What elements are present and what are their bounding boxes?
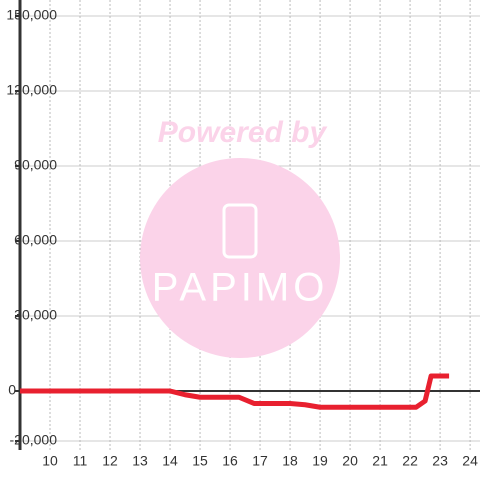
watermark-phone xyxy=(222,203,258,259)
x-tick-label: 18 xyxy=(282,453,298,469)
y-tick-label: 0 xyxy=(8,382,16,398)
y-tick-label: 60,000 xyxy=(14,232,57,248)
y-tick-label: 30,000 xyxy=(14,307,57,323)
watermark-logo: PAPIMO xyxy=(152,266,329,310)
x-tick-label: 15 xyxy=(192,453,208,469)
x-tick-label: 13 xyxy=(132,453,148,469)
x-tick-label: 11 xyxy=(73,453,88,469)
x-tick-label: 12 xyxy=(102,453,118,469)
y-tick-label: -20,000 xyxy=(10,432,58,448)
x-tick-label: 10 xyxy=(42,453,58,469)
watermark-title: Powered by xyxy=(158,116,328,149)
y-tick-label: 120,000 xyxy=(6,82,57,98)
line xyxy=(20,373,450,410)
watermark: Powered by PAPIMO xyxy=(140,116,340,358)
x-tick-label: 23 xyxy=(432,453,448,469)
x-tick-label: 14 xyxy=(162,453,178,469)
y-tick-label: 150,000 xyxy=(6,7,57,23)
x-tick-label: 16 xyxy=(222,453,238,469)
x-tick-label: 22 xyxy=(402,453,418,469)
x-tick-label: 20 xyxy=(342,453,358,469)
x-tick-label: 19 xyxy=(312,453,328,469)
x-tick-label: 17 xyxy=(252,453,268,469)
x-tick-label: 24 xyxy=(462,453,478,469)
y-tick-label: 90,000 xyxy=(14,157,57,173)
x-tick-label: 21 xyxy=(372,453,388,469)
